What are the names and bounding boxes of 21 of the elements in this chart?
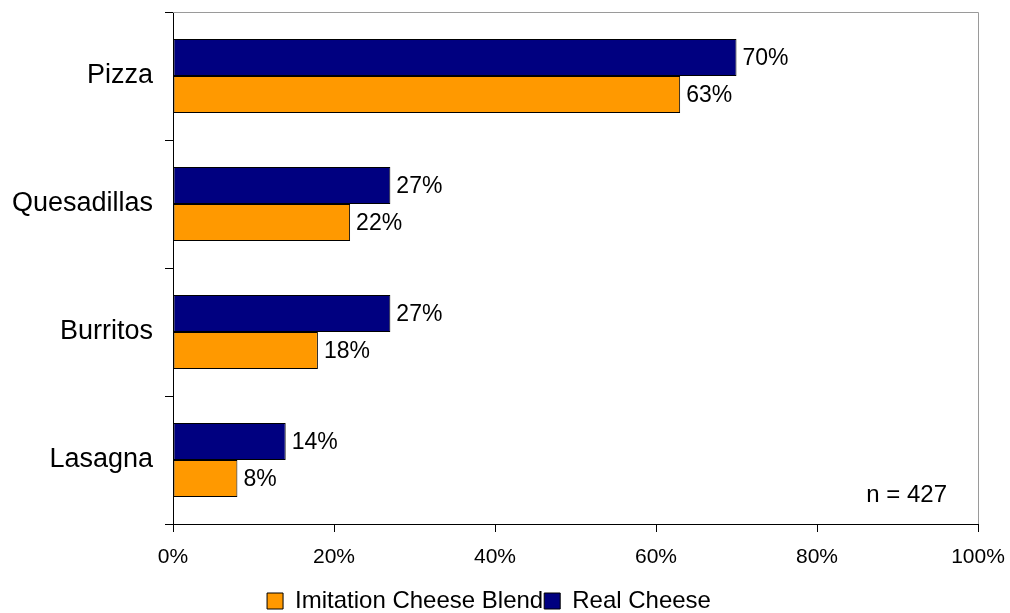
data-label: 27% bbox=[396, 171, 443, 198]
y-tick-label: Burritos bbox=[59, 315, 153, 346]
annotation: n = 427 bbox=[866, 479, 947, 507]
data-label: 63% bbox=[686, 80, 733, 107]
y-tick-label: Pizza bbox=[86, 59, 154, 90]
x-tick-label: 40% bbox=[473, 544, 517, 568]
data-label: 8% bbox=[243, 464, 277, 491]
data-label: 22% bbox=[356, 208, 403, 235]
y-tick-label: Quesadillas bbox=[11, 187, 153, 218]
legend-label: Imitation Cheese Blend bbox=[295, 585, 544, 613]
data-label: 70% bbox=[742, 43, 789, 70]
x-tick-label: 60% bbox=[634, 544, 678, 568]
x-tick-label: 80% bbox=[795, 544, 839, 568]
data-label: 14% bbox=[291, 427, 338, 454]
x-tick-label: 20% bbox=[312, 544, 356, 568]
x-tick-label: 0% bbox=[157, 544, 189, 568]
y-tick-label: Lasagna bbox=[49, 443, 154, 474]
data-label: 27% bbox=[396, 299, 443, 326]
x-tick-label: 100% bbox=[951, 544, 1005, 568]
legend-label: Real Cheese bbox=[572, 585, 711, 613]
data-label: 18% bbox=[323, 336, 370, 363]
